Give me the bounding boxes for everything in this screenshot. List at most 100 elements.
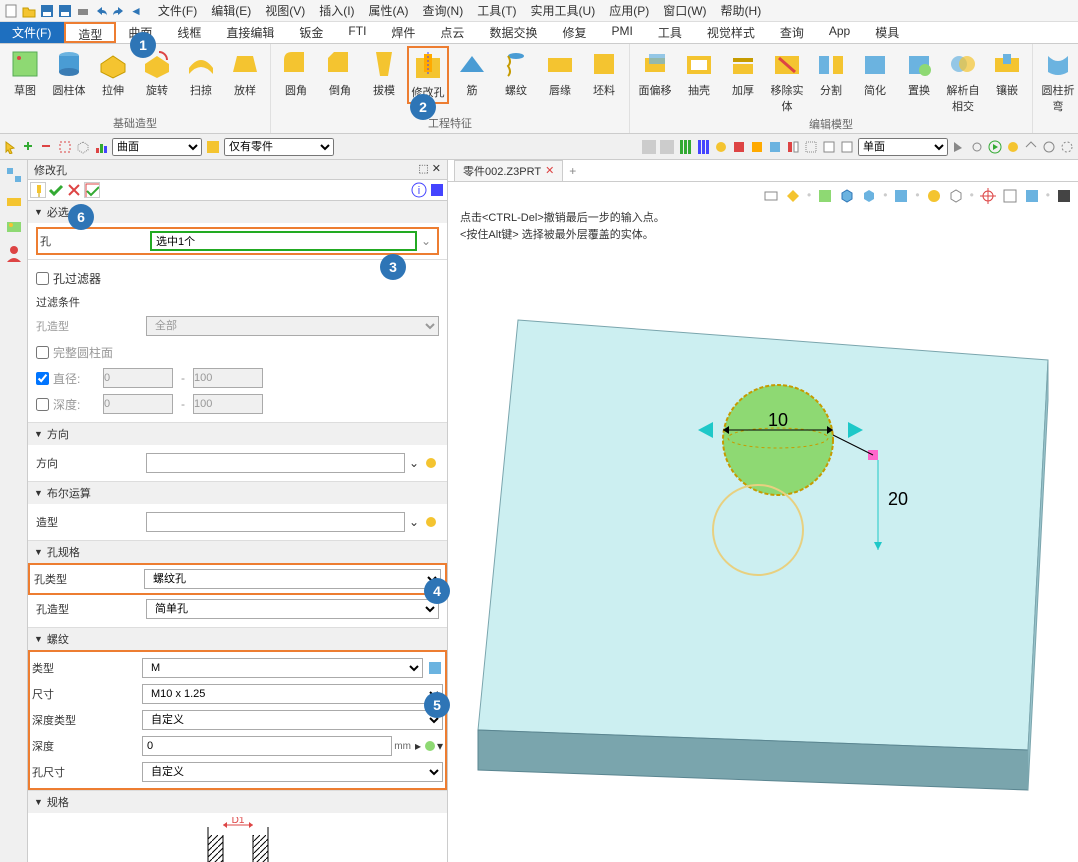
vp-tool-icon[interactable]	[926, 188, 942, 204]
close-icon[interactable]: ✕	[545, 164, 554, 177]
thread-depthtype-select[interactable]: 自定义	[142, 710, 443, 730]
holeshape-select[interactable]: 简单孔	[146, 599, 439, 619]
redo-icon[interactable]	[112, 4, 126, 18]
tool-icon[interactable]	[660, 140, 674, 154]
holetype-select[interactable]: 螺纹孔	[144, 569, 441, 589]
face-select[interactable]: 单面	[858, 138, 948, 156]
tool-icon[interactable]	[1006, 140, 1020, 154]
tab-weld[interactable]: 焊件	[379, 22, 428, 43]
tab-fti[interactable]: FTI	[336, 22, 379, 43]
btn-cylbend[interactable]: 圆柱折弯	[1037, 46, 1078, 116]
btn-chamfer[interactable]: 倒角	[319, 46, 361, 104]
layer-icon[interactable]	[5, 192, 23, 210]
btn-rib[interactable]: 筋	[451, 46, 493, 104]
btn-draft[interactable]: 拔模	[363, 46, 405, 104]
vp-tool-icon[interactable]	[948, 188, 964, 204]
measure-icon[interactable]	[423, 739, 437, 753]
cancel-icon[interactable]	[66, 182, 82, 198]
help-icon[interactable]	[429, 182, 445, 198]
btn-loft[interactable]: 放样	[224, 46, 266, 100]
dropdown-icon[interactable]: ⌄	[417, 234, 435, 248]
menu-help[interactable]: 帮助(H)	[715, 0, 768, 21]
btn-thicken[interactable]: 加厚	[722, 46, 764, 116]
apply-icon[interactable]	[84, 182, 100, 198]
gear-icon[interactable]	[970, 140, 984, 154]
tool-icon[interactable]	[840, 140, 854, 154]
tool-icon[interactable]	[714, 140, 728, 154]
user-icon[interactable]	[5, 244, 23, 262]
tab-app[interactable]: App	[817, 22, 863, 43]
chk-holefilter[interactable]	[36, 272, 49, 285]
tool-icon[interactable]	[642, 140, 656, 154]
tab-mold[interactable]: 模具	[863, 22, 912, 43]
pick-icon[interactable]	[423, 514, 439, 530]
info-icon[interactable]: i	[411, 182, 427, 198]
add-tab-icon[interactable]: +	[569, 164, 576, 178]
btn-cylinder[interactable]: 圆柱体	[48, 46, 90, 100]
menu-insert[interactable]: 插入(I)	[313, 0, 360, 21]
vp-tool-icon[interactable]	[1024, 188, 1040, 204]
tab-pmi[interactable]: PMI	[599, 22, 645, 43]
btn-sweep[interactable]: 扫掠	[180, 46, 222, 100]
dropdown-icon[interactable]: ⌄	[405, 456, 423, 470]
tool-icon[interactable]	[768, 140, 782, 154]
dropdown-icon[interactable]: ⌄	[405, 515, 423, 529]
chart-icon[interactable]	[94, 140, 108, 154]
tool-icon[interactable]	[696, 140, 710, 154]
tab-exchange[interactable]: 数据交换	[477, 22, 550, 43]
btn-replace[interactable]: 置换	[898, 46, 940, 116]
btn-fillet[interactable]: 圆角	[275, 46, 317, 104]
tool-icon[interactable]	[822, 140, 836, 154]
menu-query[interactable]: 查询(N)	[417, 0, 470, 21]
menu-util[interactable]: 实用工具(U)	[525, 0, 602, 21]
btn-faceoffset[interactable]: 面偏移	[634, 46, 676, 116]
thread-type-select[interactable]: M	[142, 658, 423, 678]
tab-directedit[interactable]: 直接编辑	[214, 22, 287, 43]
new-icon[interactable]	[4, 4, 18, 18]
vp-tool-icon[interactable]	[763, 188, 779, 204]
tool-icon[interactable]	[1060, 140, 1074, 154]
menu-app[interactable]: 应用(P)	[603, 0, 655, 21]
pick-icon[interactable]	[423, 455, 439, 471]
tool-icon[interactable]	[750, 140, 764, 154]
save-icon[interactable]	[58, 4, 72, 18]
tool-icon[interactable]	[804, 140, 818, 154]
tool-icon[interactable]	[1024, 140, 1038, 154]
menu-tools[interactable]: 工具(T)	[471, 0, 522, 21]
minus-icon[interactable]	[40, 140, 54, 154]
tab-wireframe[interactable]: 线框	[165, 22, 214, 43]
menu-window[interactable]: 窗口(W)	[657, 0, 712, 21]
view-icon[interactable]	[5, 218, 23, 236]
play-icon[interactable]	[988, 140, 1002, 154]
viewport-tab[interactable]: 零件002.Z3PRT✕	[454, 160, 563, 182]
thread-depth-input[interactable]	[142, 736, 392, 756]
dir-input[interactable]	[146, 453, 405, 473]
cursor-icon[interactable]	[4, 140, 18, 154]
tab-repair[interactable]: 修复	[550, 22, 599, 43]
toggle-icon[interactable]	[206, 140, 220, 154]
cube-icon[interactable]	[861, 188, 877, 204]
tool-icon[interactable]	[678, 140, 692, 154]
tool-icon[interactable]	[1042, 140, 1056, 154]
tab-pointcloud[interactable]: 点云	[428, 22, 477, 43]
btn-shell[interactable]: 抽壳	[678, 46, 720, 116]
viewport[interactable]: 零件002.Z3PRT✕ + • • • • • 点击<CTRL-Del>撤销最…	[448, 160, 1078, 862]
tool-icon[interactable]	[732, 140, 746, 154]
vp-tool-icon[interactable]	[1002, 188, 1018, 204]
tree-icon[interactable]	[5, 166, 23, 184]
btn-removebody[interactable]: 移除实体	[766, 46, 808, 116]
btn-selfintersect[interactable]: 解析自相交	[942, 46, 984, 116]
vp-tool-icon[interactable]	[1056, 188, 1072, 204]
menu-attr[interactable]: 属性(A)	[363, 0, 415, 21]
thread-size-select[interactable]: M10 x 1.25	[142, 684, 443, 704]
btn-split[interactable]: 分割	[810, 46, 852, 116]
config-icon[interactable]	[427, 660, 443, 676]
vp-tool-icon[interactable]	[980, 188, 996, 204]
filter-type-select[interactable]: 曲面	[112, 138, 202, 156]
vp-tool-icon[interactable]	[785, 188, 801, 204]
hex-icon[interactable]	[76, 140, 90, 154]
pin-icon[interactable]	[30, 182, 46, 198]
expand-icon[interactable]	[58, 140, 72, 154]
tool-icon[interactable]	[786, 140, 800, 154]
cursor2-icon[interactable]	[952, 140, 966, 154]
